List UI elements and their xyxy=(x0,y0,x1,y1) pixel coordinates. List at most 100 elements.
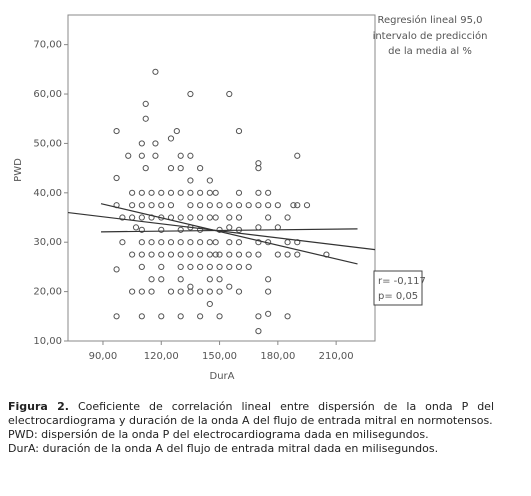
point xyxy=(158,313,165,320)
point xyxy=(226,263,233,271)
point xyxy=(235,251,243,258)
y-tick-label: 70,00 xyxy=(33,40,62,51)
point xyxy=(226,202,233,209)
point xyxy=(148,239,155,246)
caption: Figura 2. Coeficiente de correlación lin… xyxy=(8,400,494,456)
point xyxy=(158,226,165,233)
point xyxy=(148,214,155,221)
x-tick-label: 150,00 xyxy=(202,351,237,362)
point xyxy=(206,276,213,283)
point xyxy=(206,202,213,209)
point xyxy=(158,189,165,196)
point xyxy=(148,251,155,258)
point xyxy=(138,313,145,320)
point xyxy=(142,165,149,172)
point xyxy=(187,263,194,271)
point xyxy=(187,189,194,196)
chart: PWD DurA Regresión lineal 95,0 intervalo… xyxy=(13,14,488,382)
point xyxy=(177,239,184,246)
point xyxy=(212,189,219,196)
annotation: p= 0,05 xyxy=(378,291,418,302)
point xyxy=(245,263,252,271)
point xyxy=(226,251,233,258)
point xyxy=(152,68,159,75)
caption-note: DurA: duración de la onda A del flujo de… xyxy=(8,442,439,455)
point xyxy=(265,310,272,317)
point xyxy=(187,152,194,159)
point xyxy=(284,313,291,320)
point xyxy=(197,214,204,221)
point xyxy=(265,189,272,196)
point xyxy=(138,251,145,258)
point xyxy=(167,251,175,258)
point xyxy=(113,127,120,135)
point xyxy=(197,189,204,196)
point xyxy=(142,115,149,122)
point xyxy=(152,152,159,159)
point xyxy=(167,288,175,295)
point xyxy=(235,239,243,246)
annotation: r= -0,117 xyxy=(378,276,426,287)
point xyxy=(294,251,301,258)
point xyxy=(177,189,184,196)
caption-text: Figura 2. Coeficiente de correlación lin… xyxy=(8,400,494,428)
y-tick-label: 60,00 xyxy=(33,89,62,100)
point xyxy=(129,189,136,196)
x-tick-label: 210,00 xyxy=(319,351,354,362)
point xyxy=(187,251,194,258)
point xyxy=(177,263,184,271)
point xyxy=(265,276,272,283)
point xyxy=(255,202,262,209)
point xyxy=(206,300,213,308)
annotation-box xyxy=(373,270,423,306)
point xyxy=(226,239,233,246)
point xyxy=(212,214,219,221)
point xyxy=(197,288,204,295)
point xyxy=(177,251,184,258)
point xyxy=(245,202,252,209)
point xyxy=(245,251,252,258)
fit-line xyxy=(100,203,358,265)
point xyxy=(158,251,165,258)
y-tick-label: 30,00 xyxy=(33,237,62,248)
point xyxy=(197,251,204,258)
point xyxy=(148,189,155,196)
point xyxy=(158,263,165,271)
point xyxy=(187,239,194,246)
point xyxy=(206,263,213,271)
point xyxy=(235,288,243,295)
point xyxy=(216,276,223,283)
point xyxy=(303,202,311,209)
point xyxy=(113,174,120,182)
point xyxy=(187,288,194,295)
fit-line xyxy=(67,211,376,251)
point xyxy=(177,152,184,159)
point xyxy=(113,313,120,320)
point xyxy=(167,202,175,209)
point xyxy=(284,251,291,258)
point xyxy=(212,251,219,258)
point xyxy=(216,202,223,209)
legend-line: intervalo de predicción xyxy=(373,30,488,42)
point xyxy=(148,276,155,283)
point xyxy=(158,239,165,246)
point xyxy=(158,276,165,283)
point xyxy=(167,135,175,142)
point xyxy=(197,202,204,209)
point xyxy=(138,239,145,246)
point xyxy=(197,263,204,271)
point xyxy=(158,202,165,209)
point xyxy=(206,251,213,258)
point xyxy=(138,263,145,271)
y-tick-label: 50,00 xyxy=(33,138,62,149)
x-tick-label: 180,00 xyxy=(260,351,295,362)
point xyxy=(255,313,262,320)
point xyxy=(274,202,281,209)
point xyxy=(294,239,301,246)
point xyxy=(177,165,184,172)
point xyxy=(167,239,175,246)
y-tick-label: 20,00 xyxy=(33,287,62,298)
y-tick-label: 40,00 xyxy=(33,188,62,199)
point xyxy=(125,152,132,159)
